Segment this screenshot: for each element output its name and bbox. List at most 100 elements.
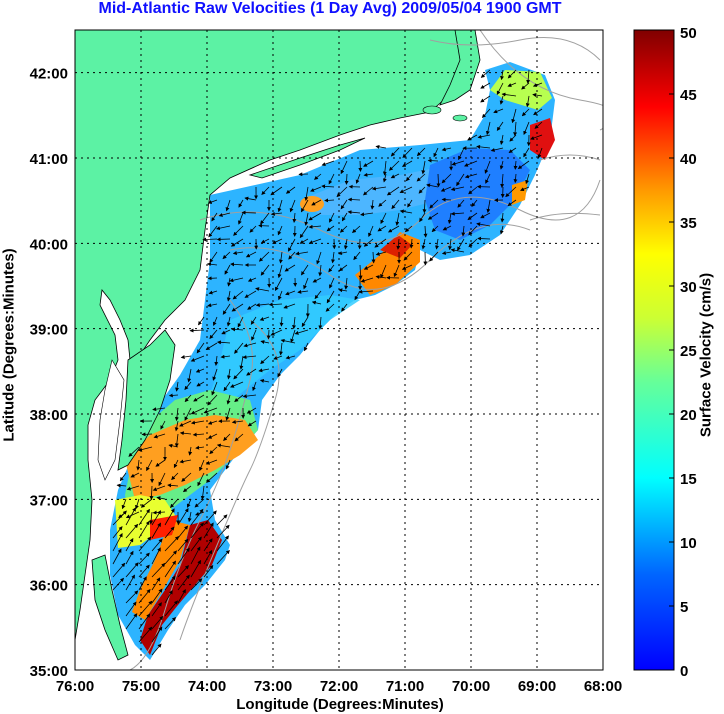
velocity-arrow [125, 613, 138, 630]
velocity-arrow [225, 407, 231, 421]
velocity-arrow [363, 160, 374, 167]
velocity-arrow [358, 289, 374, 294]
velocity-arrow [188, 446, 193, 456]
velocity-arrow [344, 173, 349, 185]
velocity-arrow [224, 264, 231, 275]
velocity-arrow [299, 238, 309, 244]
velocity-arrow [451, 160, 465, 166]
velocity-arrow [326, 225, 335, 232]
velocity-arrow [151, 538, 163, 552]
velocity-arrow [216, 340, 231, 345]
velocity-arrow [216, 514, 228, 526]
colorbar-tick-10: 10 [680, 535, 697, 552]
x-tick-70-00: 70:00 [452, 678, 490, 695]
velocity-arrow [170, 498, 179, 509]
velocity-arrow [461, 225, 466, 237]
velocity-arrow [526, 69, 531, 85]
velocity-arrow [164, 575, 176, 591]
velocity-arrow [245, 251, 257, 258]
velocity-arrow [427, 158, 439, 163]
velocity-arrow [284, 264, 296, 272]
velocity-arrow [247, 303, 257, 310]
colorbar-label: Surface Velocity (cm/s) [697, 272, 715, 438]
velocity-arrow [199, 459, 205, 472]
velocity-arrow [138, 446, 153, 452]
velocity-arrow [441, 251, 452, 255]
velocity-arrow [490, 147, 504, 152]
velocity-arrow [244, 196, 257, 201]
field-blue-newengland [425, 148, 530, 240]
velocity-arrow [471, 199, 478, 208]
velocity-arrow [393, 264, 400, 278]
velocity-arrow [450, 211, 465, 216]
velocity-arrow [525, 173, 530, 185]
velocity-arrow [125, 601, 137, 617]
velocity-arrow [388, 160, 400, 171]
velocity-arrow [216, 524, 230, 539]
land-long-island [248, 137, 366, 179]
velocity-arrow [193, 394, 205, 402]
velocity-arrow [360, 212, 374, 217]
velocity-arrow [419, 212, 426, 223]
velocity-arrow [382, 160, 387, 176]
velocity-arrow [246, 407, 257, 414]
velocity-arrow [151, 602, 162, 617]
velocity-arrow [448, 238, 453, 251]
velocity-arrow [149, 511, 154, 525]
velocity-arrow [230, 262, 244, 267]
velocity-arrow [329, 212, 335, 223]
velocity-arrow [231, 327, 244, 332]
velocity-arrow [436, 173, 441, 188]
water-chesapeake [97, 359, 125, 481]
velocity-arrow [513, 173, 518, 184]
velocity-arrow [250, 316, 257, 325]
velocity-arrow [278, 290, 283, 301]
velocity-arrow [206, 472, 218, 483]
velocity-arrow [177, 547, 190, 565]
velocity-arrow [358, 264, 363, 280]
velocity-arrow [190, 546, 201, 565]
y-tick-36-00: 36:00 [30, 578, 68, 595]
velocity-arrow [125, 590, 139, 604]
velocity-arrow [195, 445, 205, 450]
velocity-arrow [363, 238, 374, 247]
y-tick-35-00: 35:00 [30, 663, 68, 680]
velocity-arrow [299, 225, 309, 239]
velocity-arrow [481, 108, 491, 119]
velocity-arrow [164, 550, 177, 565]
velocity-arrow [140, 498, 153, 508]
velocity-arrow [164, 536, 180, 552]
velocity-arrow [499, 160, 504, 170]
velocity-arrow [112, 562, 126, 578]
velocity-arrow [331, 251, 335, 264]
velocity-arrow [402, 147, 413, 158]
velocity-arrow [421, 160, 426, 175]
velocity-arrow [205, 342, 218, 350]
colorbar-tick-45: 45 [680, 87, 697, 104]
velocity-arrow [151, 615, 164, 630]
velocity-arrow [325, 303, 335, 312]
velocity-arrow [499, 134, 504, 145]
velocity-arrow [468, 186, 478, 195]
velocity-arrow [164, 617, 177, 630]
chart-title: Mid-Atlantic Raw Velocities (1 Day Avg) … [98, 0, 562, 17]
velocity-arrow [260, 212, 270, 225]
x-tick-68-00: 68:00 [584, 678, 622, 695]
velocity-arrow [507, 82, 517, 87]
velocity-arrow [401, 264, 413, 270]
velocity-arrow [177, 538, 189, 552]
velocity-arrow [136, 459, 141, 471]
velocity-arrow [202, 237, 218, 242]
velocity-arrow [304, 186, 309, 202]
velocity-arrow [277, 368, 283, 378]
x-tick-72-00: 72:00 [320, 678, 358, 695]
velocity-arrow [485, 121, 491, 136]
velocity-arrow [260, 238, 270, 244]
velocity-arrow [308, 238, 322, 244]
velocity-arrow [375, 251, 387, 256]
velocity-arrow [441, 173, 452, 184]
x-tick-69-00: 69:00 [518, 678, 556, 695]
velocity-arrow [160, 420, 166, 430]
x-axis-label: Longitude (Degrees:Minutes) [236, 696, 444, 713]
velocity-arrow [377, 225, 387, 232]
